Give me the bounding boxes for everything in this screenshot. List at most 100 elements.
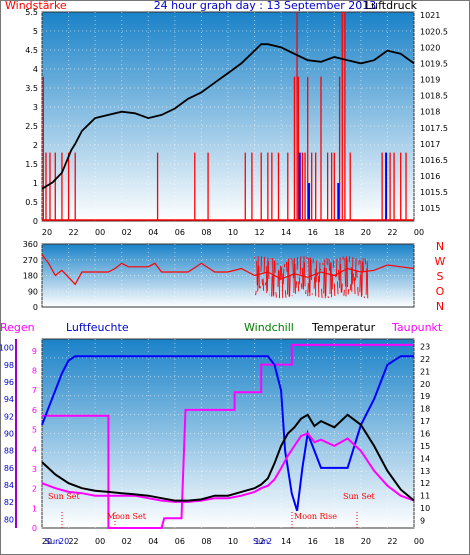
- temperature-y-tick: 12: [420, 479, 430, 488]
- chart-title: 24 hour graph day : 13 September 2013: [154, 0, 377, 12]
- p1-x-tick: 04: [148, 228, 158, 237]
- wind-y-tick: 2: [33, 141, 38, 150]
- p3-x-tick: 20: [361, 537, 371, 546]
- wind-direction-trace: [365, 268, 368, 295]
- wind-y-tick: 0: [33, 217, 38, 226]
- p3-x-tick: 22: [387, 537, 397, 546]
- compass-label: O: [436, 285, 445, 298]
- wind-direction-trace: [276, 263, 278, 265]
- wind-direction-trace: [329, 262, 332, 294]
- temperature-y-tick: 13: [420, 467, 430, 476]
- direction-y-tick: 90: [28, 287, 38, 296]
- wind-direction-trace: [300, 283, 303, 290]
- wind-y-tick: 4: [33, 65, 38, 74]
- wind-direction-trace: [308, 257, 310, 293]
- wind-direction-trace: [284, 290, 287, 298]
- wind-direction-trace: [364, 258, 367, 265]
- wind-direction-trace: [349, 284, 352, 291]
- temperature-y-tick: 21: [420, 367, 430, 376]
- p3-x-tick: 06: [175, 537, 185, 546]
- temperature-y-tick: 10: [420, 504, 430, 513]
- wind-direction-trace: [332, 260, 335, 268]
- wind-direction-trace: [358, 259, 360, 265]
- wind-direction-trace: [258, 265, 260, 289]
- p3-x-tick: 16: [308, 537, 318, 546]
- compass-label: W: [435, 255, 446, 268]
- rain-y-tick: 5: [32, 426, 37, 435]
- wind-direction-trace: [272, 258, 274, 297]
- wind-direction-trace: [304, 262, 306, 287]
- wind-direction-trace: [313, 276, 316, 289]
- wind-direction-trace: [312, 258, 315, 264]
- wind-direction-trace: [334, 274, 337, 278]
- humidity-y-tick: 84: [4, 481, 14, 490]
- wind-direction-trace: [311, 293, 313, 295]
- wind-direction-trace: [298, 276, 301, 285]
- rain-y-tick: 1: [32, 504, 37, 513]
- rain-y-tick: 7: [32, 386, 37, 395]
- wind-direction-trace: [318, 262, 321, 283]
- direction-y-tick: 360: [23, 240, 38, 249]
- direction-y-tick: 0: [33, 303, 38, 312]
- wind-direction-trace: [303, 256, 305, 290]
- humidity-y-tick: 98: [4, 361, 14, 370]
- p3-x-tick: 02: [122, 537, 132, 546]
- temperature-y-tick: 16: [420, 430, 430, 439]
- temperature-y-tick: 20: [420, 380, 430, 389]
- rain-line: [42, 343, 413, 529]
- sun-moon-x-label: 2: [267, 537, 272, 546]
- wind-direction-trace: [310, 259, 312, 281]
- pressure-y-tick: 1017.5: [420, 124, 448, 133]
- humidity-y-tick: 86: [4, 464, 14, 473]
- humidity-y-tick: 80: [4, 515, 14, 524]
- pressure-y-tick: 1016: [420, 172, 440, 181]
- rain-label: Regen: [0, 321, 35, 334]
- wind-y-tick: 4.5: [25, 46, 38, 55]
- p3-x-tick: 12: [254, 537, 264, 546]
- humidity-y-tick: 88: [4, 447, 14, 456]
- wind-direction-trace: [267, 261, 270, 280]
- wind-direction-trace: [315, 260, 318, 283]
- wind-direction-trace: [281, 273, 284, 299]
- sun-moon-x-label: 20: [59, 537, 69, 546]
- p1-x-tick: 08: [201, 228, 211, 237]
- humidity-y-tick: 96: [4, 378, 14, 387]
- wind-direction-trace: [322, 263, 324, 266]
- p1-x-tick: 12: [254, 228, 264, 237]
- p3-x-tick: 00: [95, 537, 105, 546]
- rain-y-tick: 4: [32, 445, 37, 454]
- humidity-y-tick: 90: [4, 430, 14, 439]
- wind-direction-trace: [323, 267, 325, 294]
- wind-direction-trace: [305, 290, 307, 295]
- wind-direction-trace: [325, 267, 327, 297]
- wind-direction-trace: [259, 285, 261, 289]
- rain-y-tick: 8: [32, 367, 37, 376]
- wind-direction-trace: [355, 258, 357, 281]
- wind-direction-trace: [293, 258, 295, 293]
- wind-y-tick: 5.5: [25, 8, 38, 17]
- direction-y-tick: 270: [23, 256, 38, 265]
- humidity-line: [41, 355, 414, 512]
- sun-moon-x-label: Sun: [45, 537, 60, 546]
- wind-direction-trace: [345, 256, 347, 297]
- wind-direction-trace: [363, 296, 365, 299]
- temperature-y-tick: 9: [420, 517, 425, 526]
- wind-direction-trace: [260, 256, 262, 272]
- wind-direction-trace: [326, 257, 328, 265]
- wind-direction-trace: [348, 256, 351, 262]
- wind-direction-trace: [290, 257, 292, 260]
- wind-direction-trace: [306, 256, 308, 260]
- wind-direction-trace: [328, 259, 330, 271]
- dewpoint-label: Taupunkt: [391, 321, 443, 334]
- wind-direction-trace: [271, 275, 273, 297]
- wind-y-tick: 3: [33, 103, 38, 112]
- wind-direction-trace: [288, 258, 290, 297]
- pressure-y-tick: 1019.5: [420, 59, 448, 68]
- wind-direction-trace: [265, 266, 268, 294]
- wind-direction-trace: [278, 270, 280, 299]
- wind-direction-trace: [296, 257, 299, 270]
- p1-x-tick: 20: [42, 228, 52, 237]
- humidity-y-tick: 100: [0, 344, 14, 353]
- humidity-y-tick: 94: [4, 395, 14, 404]
- p3-x-tick: 18: [334, 537, 344, 546]
